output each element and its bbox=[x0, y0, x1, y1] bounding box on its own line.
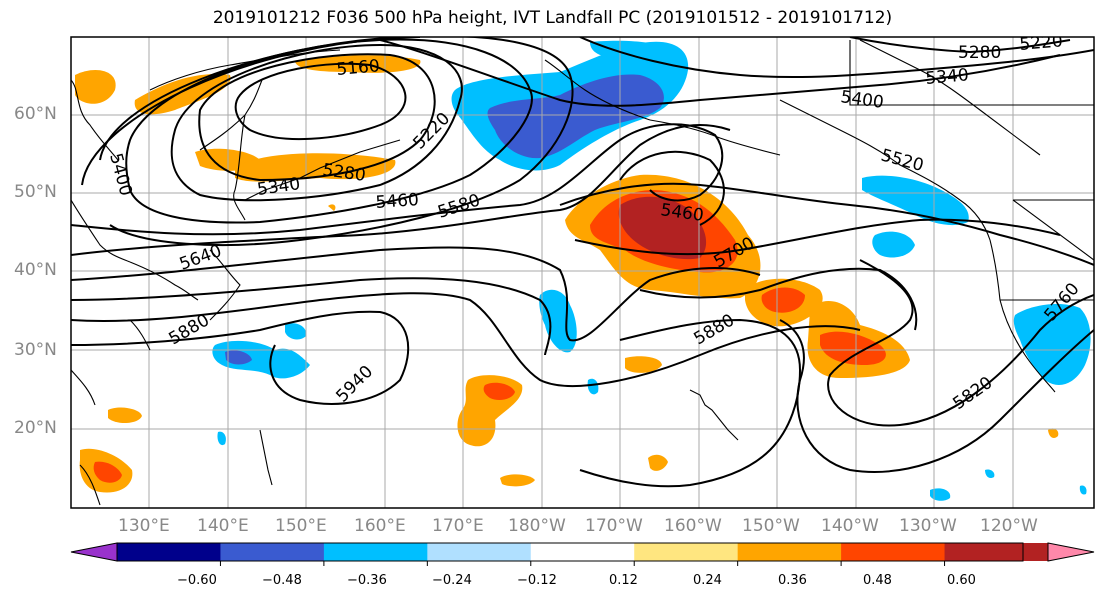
colorbar-tick-label: 0.60 bbox=[947, 573, 976, 588]
colorbar-tick-label: 0.12 bbox=[609, 573, 638, 588]
lat-label-30n: 30°N bbox=[14, 340, 57, 360]
height-contours bbox=[71, 37, 1094, 488]
colorbar-tick-label: −0.60 bbox=[177, 573, 217, 588]
colorbar-tick-label: −0.36 bbox=[347, 573, 387, 588]
lon-label: 120°W bbox=[980, 516, 1038, 536]
lon-label: 150°E bbox=[275, 516, 327, 536]
lon-label: 170°E bbox=[432, 516, 484, 536]
lon-label: 140°W bbox=[821, 516, 879, 536]
lat-label-40n: 40°N bbox=[14, 260, 57, 280]
map-frame bbox=[70, 36, 1095, 509]
lon-label: 160°W bbox=[664, 516, 722, 536]
colorbar-tick-label: −0.24 bbox=[432, 573, 472, 588]
lon-label: 180°W bbox=[508, 516, 566, 536]
contour-label: 5220 bbox=[1019, 31, 1064, 55]
map-title: 2019101212 F036 500 hPa height, IVT Land… bbox=[212, 8, 893, 28]
colorbar-tick-label: 0.24 bbox=[693, 573, 722, 588]
lon-label: 160°E bbox=[354, 516, 406, 536]
contour-label: 5160 bbox=[336, 56, 381, 80]
colorbar-tick-label: 0.36 bbox=[778, 573, 807, 588]
gridlines bbox=[71, 37, 1094, 508]
ivt-positive-shading bbox=[75, 55, 1059, 493]
colorbar-tick-label: −0.12 bbox=[517, 573, 557, 588]
lat-label-60n: 60°N bbox=[14, 104, 57, 124]
lon-label: 130°E bbox=[118, 516, 170, 536]
contour-label: 5460 bbox=[375, 190, 420, 213]
colorbar-tick-label: 0.48 bbox=[863, 573, 892, 588]
coastlines bbox=[71, 39, 1094, 506]
colorbar-tick-label: −0.48 bbox=[262, 573, 302, 588]
lon-label: 140°E bbox=[197, 516, 249, 536]
contour-label: 5340 bbox=[925, 65, 970, 89]
lon-label: 150°W bbox=[742, 516, 800, 536]
lat-label-20n: 20°N bbox=[14, 418, 57, 438]
lon-label: 130°W bbox=[899, 516, 957, 536]
contour-label: 5280 bbox=[958, 43, 1001, 63]
lat-label-50n: 50°N bbox=[14, 182, 57, 202]
lon-label: 170°W bbox=[585, 516, 643, 536]
